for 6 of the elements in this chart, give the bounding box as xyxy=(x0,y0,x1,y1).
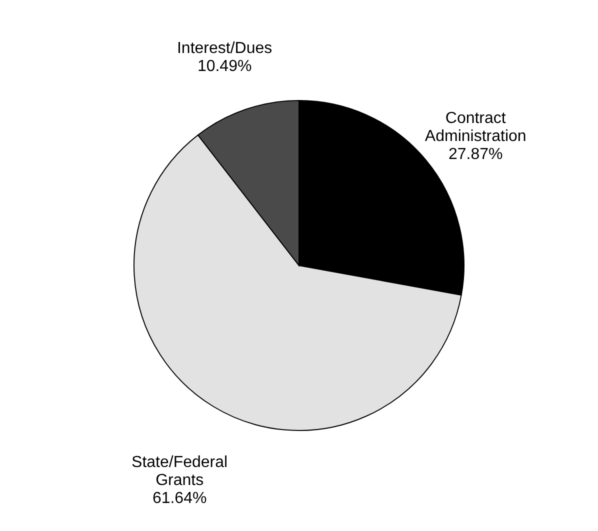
slice-label: State/Federal Grants xyxy=(132,454,228,490)
data-label: 27.87% xyxy=(448,146,503,164)
slice-label: Contract Administration xyxy=(424,110,526,146)
data-label: 10.49% xyxy=(197,58,252,75)
data-label: 61.64% xyxy=(152,490,207,508)
slice-label: Interest/Dues xyxy=(176,40,272,57)
